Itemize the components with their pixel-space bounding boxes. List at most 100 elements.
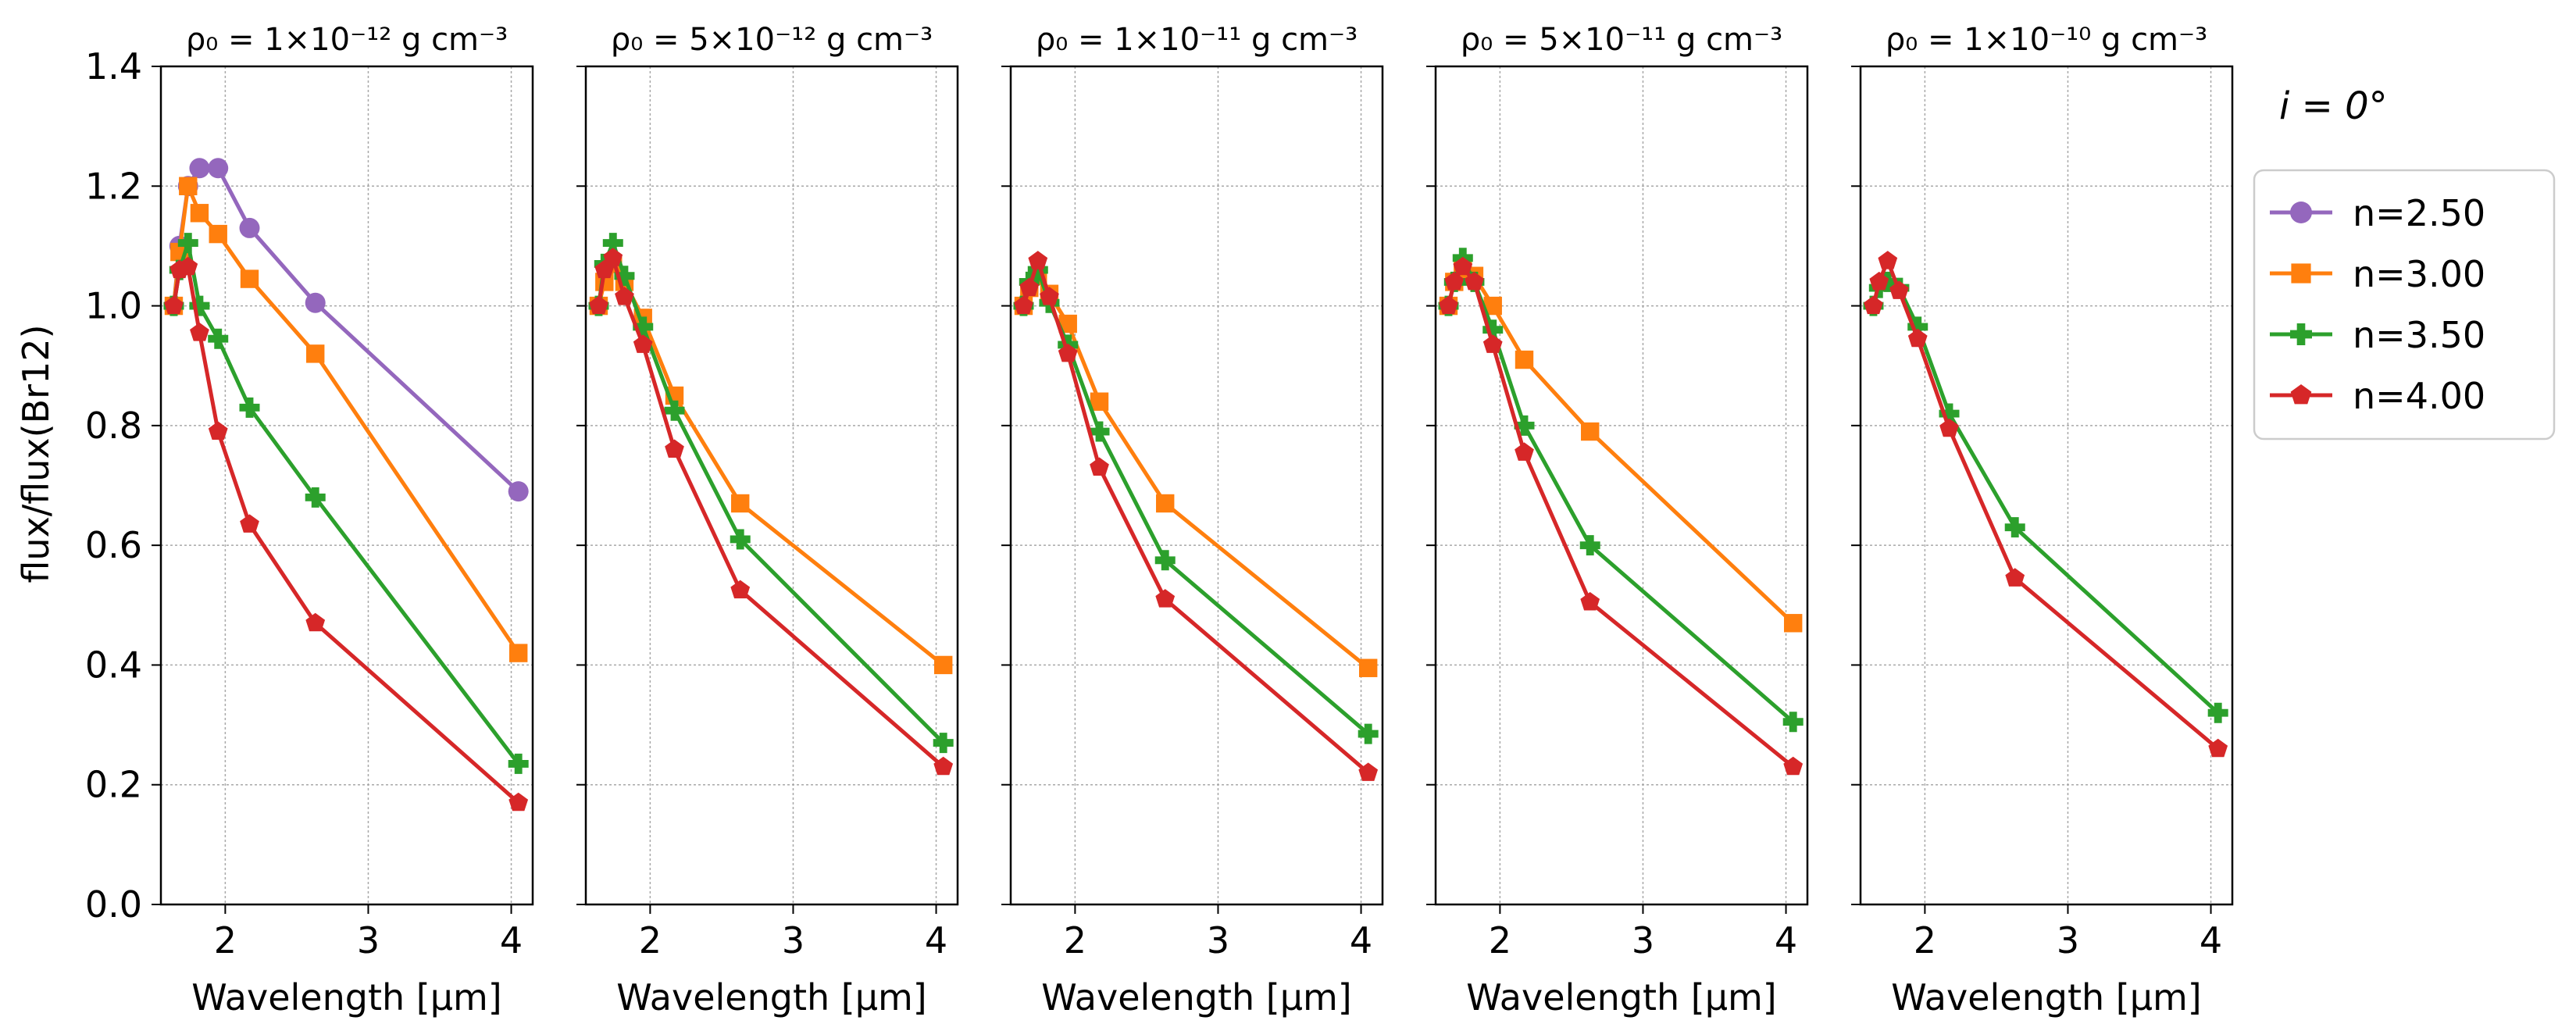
data-point: [1782, 712, 1804, 733]
data-point: [1783, 614, 1803, 633]
x-tick-label: 3: [1207, 919, 1229, 961]
legend-label: n=3.00: [2353, 253, 2485, 295]
panel-title: ρ₀ = 1×10⁻¹⁰ g cm⁻³: [1886, 22, 2207, 58]
legend-label: n=4.00: [2353, 375, 2485, 417]
data-point: [1514, 415, 1535, 436]
x-tick-label: 4: [1775, 919, 1797, 961]
data-point: [1453, 256, 1473, 276]
data-point: [178, 256, 198, 276]
legend: n=2.50 n=3.00 n=3.50 n=4.00: [2253, 169, 2556, 441]
x-tick-label: 2: [639, 919, 662, 961]
y-axis-label: flux/flux(Br12): [15, 324, 57, 583]
legend-item: n=4.00: [2270, 375, 2485, 417]
data-point: [615, 287, 634, 305]
data-point: [190, 323, 209, 341]
series-n=4.00: [1864, 251, 2228, 758]
data-point: [164, 295, 184, 315]
data-point: [306, 344, 325, 363]
data-point: [1027, 259, 1048, 280]
data-point: [1058, 314, 1077, 334]
y-tick-label: 1.0: [85, 285, 142, 327]
data-point: [1465, 271, 1484, 291]
series-n=3.00: [1014, 266, 1378, 677]
x-tick-label: 3: [2057, 919, 2079, 961]
x-axis-label: Wavelength [μm]: [1041, 976, 1351, 1019]
chart-panel-3: 2 3 4 ρ₀ = 1×10⁻¹¹ g cm⁻³ Wavelength [μm]: [1001, 22, 1384, 1019]
x-tick-label: 2: [1489, 919, 1511, 961]
data-point: [730, 529, 751, 550]
x-tick-label: 3: [357, 919, 380, 961]
data-point: [933, 655, 953, 675]
series-n=4.00: [589, 248, 954, 776]
data-point: [1580, 591, 1600, 611]
data-point: [239, 397, 260, 418]
legend-item: n=3.00: [2270, 253, 2485, 295]
data-point: [665, 439, 684, 458]
inclination-label: i = 0°: [2279, 84, 2388, 128]
axes-frame: [159, 65, 534, 906]
axes-frame: [1434, 65, 1809, 906]
data-point: [240, 514, 259, 533]
series-n=4.00: [164, 256, 529, 812]
data-point: [189, 295, 210, 316]
data-point: [1028, 251, 1048, 269]
data-point: [1939, 403, 1960, 424]
data-point: [305, 487, 326, 508]
data-point: [209, 224, 227, 244]
series-n=3.50: [1438, 248, 1804, 733]
y-tick-label: 1.2: [85, 165, 142, 207]
data-point: [208, 328, 229, 349]
x-tick-label: 4: [500, 919, 523, 961]
data-point: [1019, 277, 1040, 297]
data-point: [1483, 296, 1502, 316]
data-point: [933, 756, 954, 776]
y-tick-label: 0.4: [85, 644, 142, 686]
axes-frame: [1009, 65, 1384, 906]
y-tick-label: 0.6: [85, 524, 142, 566]
data-point: [305, 612, 326, 632]
data-point: [2208, 738, 2228, 758]
data-point: [603, 248, 623, 266]
data-point: [1444, 271, 1465, 291]
data-point: [2004, 517, 2025, 538]
data-point: [614, 266, 635, 287]
data-point: [1154, 550, 1176, 571]
data-point: [1156, 494, 1175, 513]
data-point: [179, 177, 198, 195]
data-point: [664, 400, 685, 421]
data-point: [508, 644, 528, 662]
chart-panel-1: 0.0 0.2 0.4 0.6 0.8 1.0 1.2 1.4 2 3 4 ρ₀ = 1×10⁻¹² …: [85, 22, 534, 1019]
legend-marker: [2290, 384, 2312, 405]
data-point: [1090, 392, 1109, 411]
panel-title: ρ₀ = 1×10⁻¹² g cm⁻³: [186, 22, 508, 58]
data-point: [1864, 295, 1883, 315]
data-point: [240, 269, 259, 288]
data-point: [1482, 334, 1503, 353]
data-point: [1014, 295, 1033, 315]
data-point: [1058, 343, 1078, 362]
data-point: [633, 334, 653, 353]
y-tick-label: 0.8: [85, 405, 142, 447]
series-n=3.00: [1439, 260, 1803, 633]
x-tick-label: 4: [2200, 919, 2222, 961]
legend-label: n=2.50: [2353, 192, 2485, 234]
chart-panel-4: 2 3 4 ρ₀ = 5×10⁻¹¹ g cm⁻³ Wavelength [μm]: [1426, 22, 1809, 1019]
y-tick-label: 0.0: [85, 883, 142, 926]
legend-label: n=3.50: [2353, 314, 2485, 356]
data-point: [1783, 756, 1804, 776]
data-point: [1482, 319, 1504, 341]
x-tick-label: 4: [925, 919, 947, 961]
data-point: [305, 292, 326, 313]
x-axis-label: Wavelength [μm]: [191, 976, 501, 1019]
legend-item: n=3.50: [2270, 314, 2485, 356]
data-point: [1907, 316, 1928, 337]
x-axis-label: Wavelength [μm]: [616, 976, 926, 1019]
x-axis-label: Wavelength [μm]: [1891, 976, 2201, 1019]
data-point: [731, 494, 750, 513]
data-point: [933, 733, 954, 754]
legend-box: [2253, 169, 2556, 441]
x-tick-label: 2: [1064, 919, 1086, 961]
data-point: [1889, 280, 1909, 299]
data-point: [1358, 762, 1379, 781]
